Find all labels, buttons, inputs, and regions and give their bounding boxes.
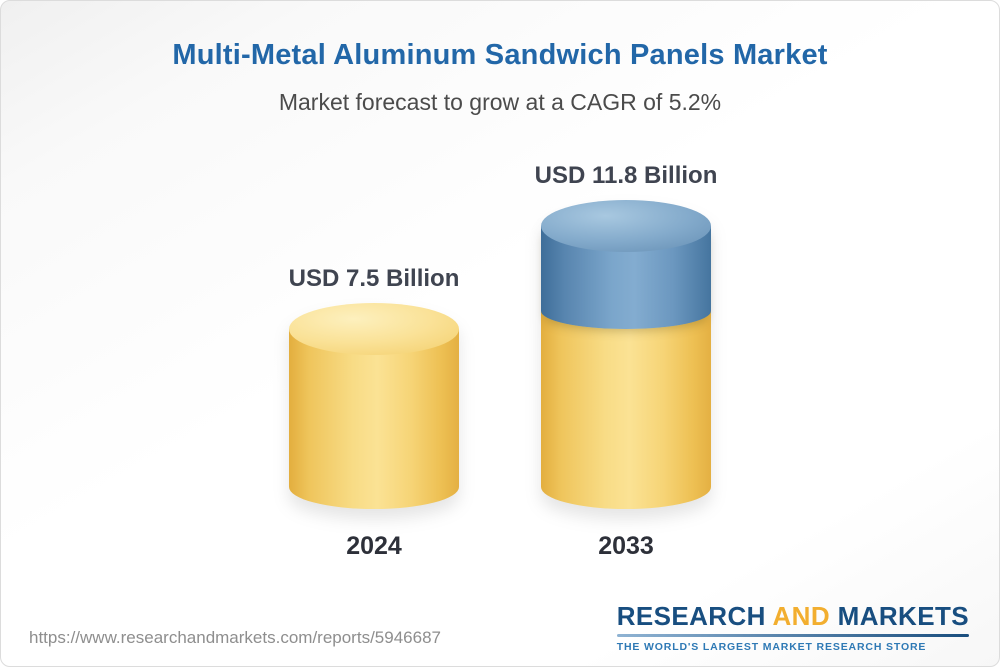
cylinder-2033-top-cap xyxy=(541,199,711,252)
chart-title: Multi-Metal Aluminum Sandwich Panels Mar… xyxy=(172,39,828,71)
logo-word-and: AND xyxy=(772,601,831,631)
bar-2033: USD 11.8 Billion 2033 xyxy=(535,162,718,560)
logo-wordmark: RESEARCH AND MARKETS xyxy=(617,601,969,632)
logo-word-markets: MARKETS xyxy=(837,601,969,631)
logo-tagline: THE WORLD'S LARGEST MARKET RESEARCH STOR… xyxy=(616,641,927,653)
logo-word-research: RESEARCH xyxy=(616,601,766,631)
year-label-2024: 2024 xyxy=(346,532,402,560)
bar-chart: USD 7.5 Billion 2024 USD 11.8 Billion 20… xyxy=(1,131,999,571)
cylinder-2024-top-cap xyxy=(289,303,459,355)
cylinder-2033 xyxy=(541,199,711,509)
bar-2024: USD 7.5 Billion 2024 xyxy=(288,265,460,560)
cylinder-2033-growth-segment xyxy=(541,199,711,329)
report-url: https://www.researchandmarkets.com/repor… xyxy=(29,628,441,647)
research-and-markets-logo: RESEARCH AND MARKETS THE WORLD'S LARGEST… xyxy=(616,601,969,653)
value-label-2024: USD 7.5 Billion xyxy=(288,265,460,292)
value-label-2033: USD 11.8 Billion xyxy=(534,161,718,189)
cylinder-2024 xyxy=(289,303,459,509)
year-label-2033: 2033 xyxy=(598,532,654,560)
logo-divider-bar xyxy=(616,634,969,637)
chart-subtitle: Market forecast to grow at a CAGR of 5.2… xyxy=(278,89,722,115)
